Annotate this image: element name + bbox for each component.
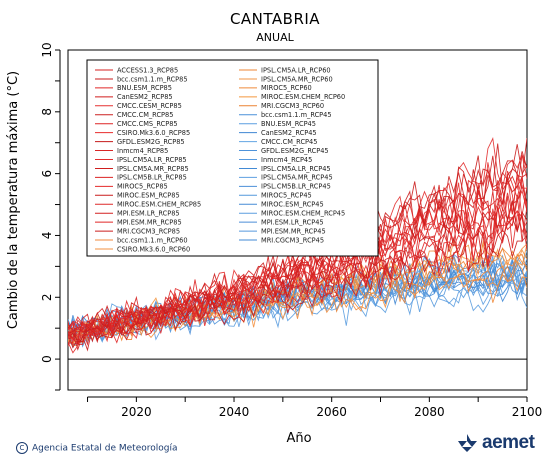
aemet-logo: aemet [456, 432, 535, 454]
legend-label-Inmcm4_RCP45: Inmcm4_RCP45 [261, 156, 312, 164]
legend-label-IPSL.CM5A.MR_RCP85: IPSL.CM5A.MR_RCP85 [117, 165, 189, 173]
series-line-CSIRO.Mk3.6.0_RCP60 [68, 262, 527, 345]
copyright-notice: C Agencia Estatal de Meteorología [16, 442, 178, 454]
copyright-text: Agencia Estatal de Meteorología [32, 443, 178, 454]
legend-label-MRI.CGCM3_RCP45: MRI.CGCM3_RCP45 [261, 236, 324, 244]
legend-label-IPSL.CM5A.LR_RCP85: IPSL.CM5A.LR_RCP85 [117, 156, 187, 164]
legend-label-MRI.CGCM3_RCP60: MRI.CGCM3_RCP60 [261, 102, 324, 110]
legend-label-CanESM2_RCP45: CanESM2_RCP45 [261, 129, 317, 137]
x-tick-label-2060: 2060 [316, 405, 347, 419]
legend-label-MIROC.ESM_RCP85: MIROC.ESM_RCP85 [117, 192, 180, 200]
copyright-icon: C [16, 442, 28, 454]
aemet-logo-text: aemet [482, 432, 535, 453]
legend-label-IPSL.CM5A.MR_RCP45: IPSL.CM5A.MR_RCP45 [261, 174, 333, 182]
legend-label-MIROC5_RCP85: MIROC5_RCP85 [117, 183, 168, 191]
legend-label-CSIRO.Mk3.6.0_RCP60: CSIRO.Mk3.6.0_RCP60 [117, 245, 190, 253]
y-tick-label-0: 0 [40, 355, 54, 363]
y-tick-label-4: 4 [40, 232, 54, 240]
legend-label-IPSL.CM5A.MR_RCP60: IPSL.CM5A.MR_RCP60 [261, 75, 333, 83]
legend-label-MIROC5_RCP45: MIROC5_RCP45 [261, 192, 312, 200]
series-line-CMCC.CM_RCP45 [68, 259, 527, 342]
legend-label-MRI.CGCM3_RCP85: MRI.CGCM3_RCP85 [117, 227, 180, 235]
series-line-BNU.ESM_RCP85 [68, 176, 527, 333]
chart-subtitle: ANUAL [256, 31, 294, 44]
chart-title: CANTABRIA [229, 10, 321, 28]
y-tick-label-6: 6 [40, 170, 54, 178]
legend-label-IPSL.CM5B.LR_RCP45: IPSL.CM5B.LR_RCP45 [261, 183, 331, 191]
legend-label-MPI.ESM.LR_RCP85: MPI.ESM.LR_RCP85 [117, 210, 180, 218]
series-line-MPI.ESM.MR_RCP85 [68, 186, 527, 354]
legend-label-CMCC.CM_RCP45: CMCC.CM_RCP45 [261, 138, 317, 146]
legend-label-MIROC.ESM.CHEM_RCP85: MIROC.ESM.CHEM_RCP85 [117, 201, 201, 209]
legend-label-BNU.ESM_RCP85: BNU.ESM_RCP85 [117, 84, 172, 92]
y-tick-label-10: 10 [40, 42, 54, 57]
legend-label-IPSL.CM5A.LR_RCP45: IPSL.CM5A.LR_RCP45 [261, 165, 331, 173]
x-tick-label-2080: 2080 [414, 405, 445, 419]
legend-label-GFDL.ESM2G_RCP45: GFDL.ESM2G_RCP45 [261, 147, 329, 155]
legend-label-MPI.ESM.MR_RCP45: MPI.ESM.MR_RCP45 [261, 227, 326, 235]
legend-label-CanESM2_RCP85: CanESM2_RCP85 [117, 93, 173, 101]
legend-label-CMCC.CESM_RCP85: CMCC.CESM_RCP85 [117, 102, 182, 110]
legend-label-CMCC.CM_RCP85: CMCC.CM_RCP85 [117, 111, 173, 119]
legend-label-MIROC5_RCP60: MIROC5_RCP60 [261, 84, 312, 92]
x-tick-label-2020: 2020 [121, 405, 152, 419]
series-line-IPSL.CM5B.LR_RCP85 [68, 189, 527, 340]
series-line-IPSL.CM5A.LR_RCP85 [68, 136, 527, 339]
legend-box [86, 59, 379, 257]
series-line-MRI.CGCM3_RCP85 [68, 144, 527, 343]
legend-label-BNU.ESM_RCP45: BNU.ESM_RCP45 [261, 120, 316, 128]
legend-label-MIROC.ESM_RCP45: MIROC.ESM_RCP45 [261, 201, 324, 209]
legend-label-IPSL.CM5A.LR_RCP60: IPSL.CM5A.LR_RCP60 [261, 66, 331, 74]
legend-label-ACCESS1.3_RCP85: ACCESS1.3_RCP85 [117, 66, 178, 74]
series-line-CMCC.CMS_RCP85 [68, 208, 527, 345]
x-axis-label: Año [286, 431, 312, 446]
legend-label-IPSL.CM5B.LR_RCP85: IPSL.CM5B.LR_RCP85 [117, 174, 187, 182]
x-tick-label-2040: 2040 [219, 405, 250, 419]
legend-label-CMCC.CMS_RCP85: CMCC.CMS_RCP85 [117, 120, 178, 128]
legend-label-bcc.csm1.1.m_RCP45: bcc.csm1.1.m_RCP45 [261, 111, 332, 119]
legend-label-MIROC.ESM.CHEM_RCP60: MIROC.ESM.CHEM_RCP60 [261, 93, 345, 101]
legend-label-bcc.csm1.1.m_RCP85: bcc.csm1.1.m_RCP85 [117, 75, 188, 83]
series-line-MRI.CGCM3_RCP60 [68, 243, 527, 344]
legend-label-GFDL.ESM2G_RCP85: GFDL.ESM2G_RCP85 [117, 138, 185, 146]
legend-label-MIROC.ESM.CHEM_RCP45: MIROC.ESM.CHEM_RCP45 [261, 210, 345, 218]
legend-label-MPI.ESM.MR_RCP85: MPI.ESM.MR_RCP85 [117, 218, 182, 226]
y-tick-label-8: 8 [40, 108, 54, 116]
y-tick-label-2: 2 [40, 293, 54, 301]
legend-label-Inmcm4_RCP85: Inmcm4_RCP85 [117, 147, 168, 155]
legend-label-MPI.ESM.LR_RCP45: MPI.ESM.LR_RCP45 [261, 218, 324, 226]
series-line-MPI.ESM.LR_RCP85 [68, 171, 527, 347]
legend-label-bcc.csm1.1.m_RCP60: bcc.csm1.1.m_RCP60 [117, 236, 188, 244]
x-tick-label-2100: 2100 [512, 405, 543, 419]
aemet-logo-icon [458, 434, 477, 452]
legend-label-CSIRO.Mk3.6.0_RCP85: CSIRO.Mk3.6.0_RCP85 [117, 129, 190, 137]
